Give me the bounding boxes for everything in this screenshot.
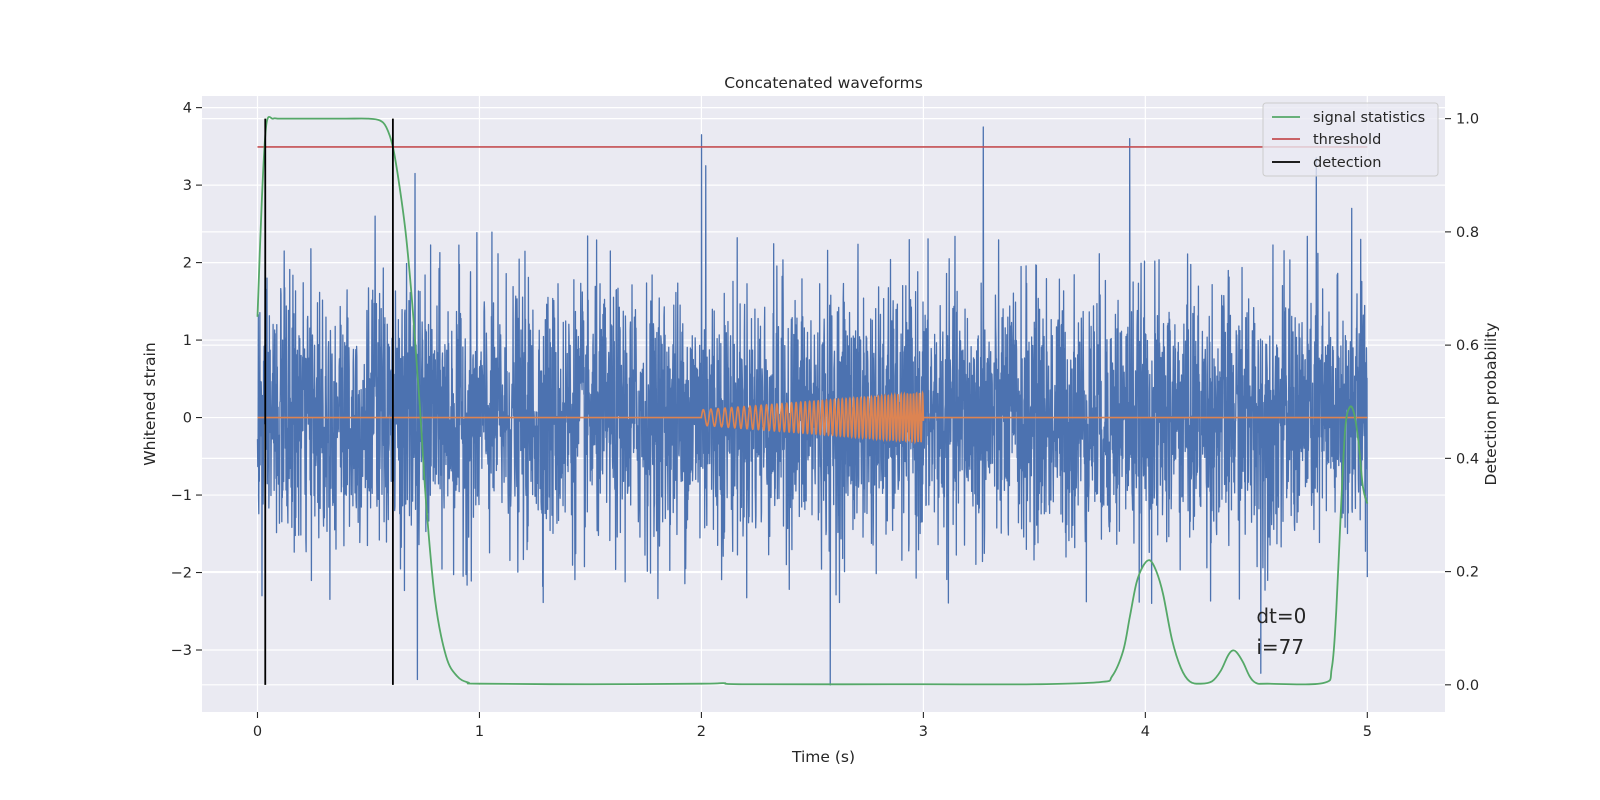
x-tick-label: 2 (697, 724, 706, 740)
chart-title: Concatenated waveforms (724, 74, 923, 92)
annotations: dt=0 i=77 (1256, 604, 1306, 659)
y-tick-label: −2 (171, 566, 192, 582)
y-tick-label: 2 (183, 256, 192, 272)
series-layer (256, 115, 1369, 686)
y-right-tick-label: 0.2 (1456, 565, 1479, 581)
legend-label-signal-statistics: signal statistics (1313, 110, 1425, 126)
y-tick-label: −3 (171, 643, 192, 659)
x-tick-label: 3 (919, 724, 928, 740)
x-tick-label: 0 (253, 724, 262, 740)
x-tick-label: 5 (1363, 724, 1372, 740)
x-axis-label: Time (s) (791, 748, 855, 766)
legend-label-threshold: threshold (1313, 132, 1381, 148)
y-right-tick-label: 0.0 (1456, 678, 1479, 694)
y-axis-right-label: Detection probability (1482, 323, 1500, 486)
series-signal-statistics-line (256, 115, 1369, 686)
y-tick-label: 0 (183, 411, 192, 427)
y-right-tick-label: 0.4 (1456, 451, 1479, 467)
y-right-tick-label: 1.0 (1456, 112, 1479, 128)
y-axis-label: Whitened strain (141, 342, 159, 465)
y-right-tick-label: 0.6 (1456, 338, 1479, 354)
y-tick-label: 3 (183, 178, 192, 194)
y-right-tick-label: 0.8 (1456, 225, 1479, 241)
axes-layer: 0 1 2 3 4 5 −3 −2 −1 0 1 2 3 4 0.0 0.2 0.4 0.6 0.8 1.0 (171, 101, 1479, 740)
series-injection-line (257, 390, 1368, 445)
x-tick-label: 4 (1141, 724, 1150, 740)
x-tick-label: 1 (475, 724, 484, 740)
legend-box (1262, 102, 1439, 177)
annotation-label: i=77 (1256, 635, 1304, 659)
y-tick-label: 1 (183, 333, 192, 349)
legend-label-detection: detection (1313, 155, 1381, 171)
y-tick-label: −1 (171, 488, 192, 504)
annotation-label: dt=0 (1256, 604, 1306, 628)
legend: signal statistics threshold detection (1262, 102, 1439, 177)
y-tick-label: 4 (183, 101, 192, 117)
